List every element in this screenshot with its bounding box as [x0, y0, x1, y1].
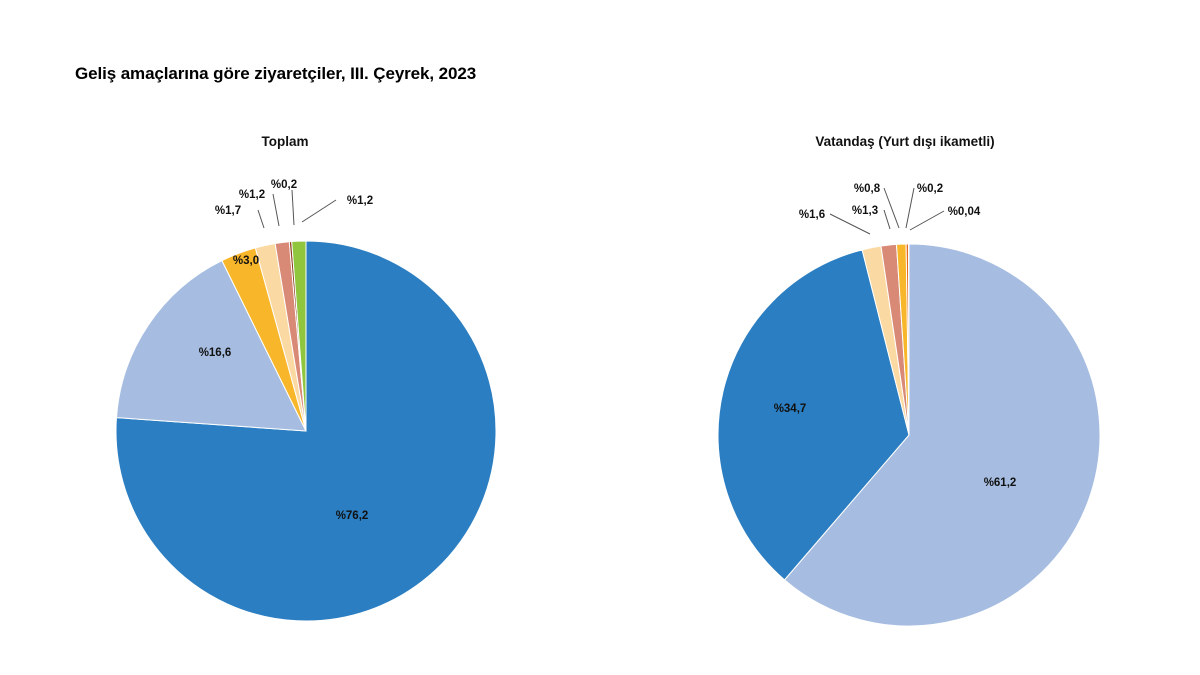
slice-label-0-2: %3,0 — [233, 255, 259, 267]
leader-line-1-3 — [883, 209, 891, 230]
pie-chart-toplam: Toplam %76,2 %16,6 %3,0 %1,7 %1,2 %0,2 %1,2 — [115, 134, 497, 622]
chart-title-vatandas: Vatandaş (Yurt dışı ikametli) — [815, 134, 994, 149]
leader-line-1-5 — [905, 187, 915, 229]
leader-line-0-4 — [272, 193, 280, 227]
leader-line-0-6 — [301, 199, 337, 223]
chart-title-toplam: Toplam — [262, 134, 309, 149]
page-title: Geliş amaçlarına göre ziyaretçiler, III.… — [75, 64, 477, 83]
pie-slice-0-0 — [115, 240, 497, 622]
slice-label-1-6: %0,04 — [948, 206, 981, 218]
leader-line-1-2 — [829, 213, 871, 235]
leader-line-0-3 — [257, 209, 265, 229]
slice-label-1-3: %1,3 — [852, 205, 878, 217]
pie-slice-0-6 — [291, 240, 307, 432]
slice-label-1-1: %34,7 — [774, 403, 807, 415]
leader-line-0-5 — [291, 189, 295, 226]
slice-label-0-1: %16,6 — [199, 347, 232, 359]
pie-slice-0-1 — [115, 259, 307, 432]
pie-slice-1-0 — [783, 243, 1101, 627]
leader-line-1-6 — [909, 210, 945, 231]
slice-label-0-5: %0,2 — [271, 179, 297, 191]
slice-label-1-0: %61,2 — [984, 477, 1017, 489]
pie-slice-1-1 — [717, 249, 910, 581]
slice-label-1-5: %0,2 — [917, 183, 943, 195]
slice-label-0-6: %1,2 — [347, 195, 373, 207]
slice-label-1-2: %1,6 — [799, 209, 825, 221]
slice-label-0-4: %1,2 — [239, 189, 265, 201]
slice-label-1-4: %0,8 — [854, 183, 881, 195]
slice-label-0-0: %76,2 — [336, 510, 369, 522]
slice-label-0-3: %1,7 — [215, 205, 241, 217]
leader-line-1-4 — [883, 187, 900, 229]
pie-chart-vatandas: Vatandaş (Yurt dışı ikametli) %61,2 %34,7… — [717, 134, 1101, 627]
